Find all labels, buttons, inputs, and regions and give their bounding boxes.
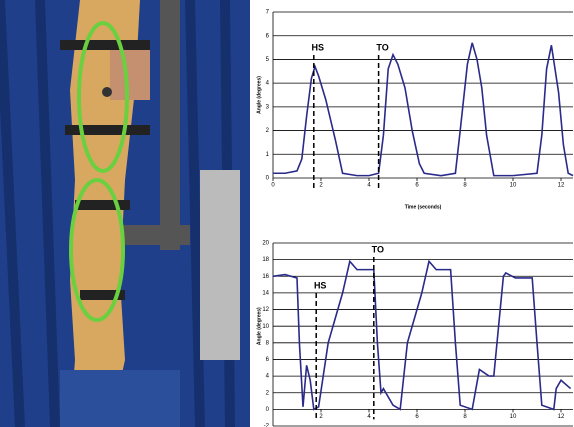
y-tick-label: 12: [262, 307, 269, 313]
annotation-label: HS: [312, 42, 325, 52]
y-tick-label: 0: [266, 176, 270, 182]
x-tick-label: 4: [367, 183, 371, 189]
x-tick-label: 6: [415, 414, 419, 420]
y-tick-label: 4: [266, 81, 270, 87]
y-tick-label: 10: [262, 324, 269, 330]
x-tick-label: 2: [319, 183, 323, 189]
photo: [0, 0, 250, 427]
y-tick-label: 5: [266, 57, 270, 63]
y-tick-label: 2: [266, 128, 270, 134]
x-tick-label: 8: [463, 183, 467, 189]
annotation-label: TO: [372, 244, 384, 254]
x-tick-label: 2: [319, 414, 323, 420]
x-tick-label: 0: [271, 183, 275, 189]
y-tick-label: 7: [266, 10, 270, 16]
y-tick-label: 3: [266, 104, 270, 110]
y-axis-title: Angle (degrees): [256, 76, 262, 114]
y-tick-label: 4: [266, 374, 270, 380]
y-tick-label: -2: [264, 424, 270, 427]
x-tick-label: 10: [510, 183, 517, 189]
y-tick-label: 6: [266, 33, 270, 39]
x-axis-title: Time (seconds): [405, 204, 442, 210]
x-tick-label: 12: [558, 414, 565, 420]
y-tick-label: 14: [262, 290, 269, 296]
figure: 01234567024681012Angle (degrees)Time (se…: [0, 0, 574, 427]
annotation-label: TO: [376, 42, 388, 52]
annotation-label: HS: [314, 280, 327, 290]
y-tick-label: 6: [266, 357, 270, 363]
y-tick-label: 1: [266, 152, 270, 158]
data-line: [273, 43, 573, 176]
y-axis-title: Angle (degrees): [256, 307, 262, 345]
x-tick-label: 8: [463, 414, 467, 420]
x-tick-label: 10: [510, 414, 517, 420]
y-tick-label: 2: [266, 390, 270, 396]
x-tick-label: 6: [415, 183, 419, 189]
x-tick-label: 4: [367, 414, 371, 420]
y-tick-label: 8: [266, 340, 270, 346]
y-tick-label: 0: [266, 407, 270, 413]
y-tick-label: 16: [262, 274, 269, 280]
x-tick-label: 12: [558, 183, 565, 189]
y-tick-label: 18: [262, 257, 269, 263]
y-tick-label: 20: [262, 241, 269, 247]
